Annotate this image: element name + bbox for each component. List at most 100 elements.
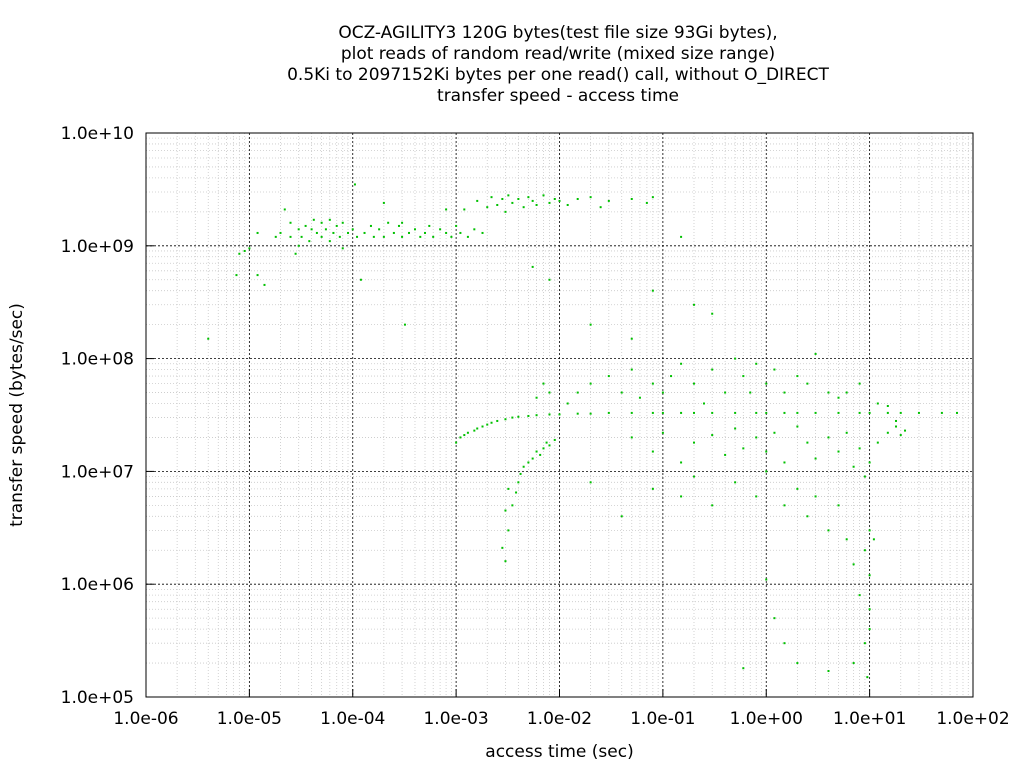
data-point [263, 283, 266, 286]
data-point [378, 228, 381, 231]
data-point [845, 431, 848, 434]
data-point [353, 183, 356, 186]
data-point [845, 391, 848, 394]
data-point [589, 412, 592, 415]
data-point [279, 231, 282, 234]
y-axis-label: transfer speed (bytes/sec) [7, 303, 27, 527]
y-tick-label: 1.0e+05 [61, 688, 134, 708]
data-point [837, 411, 840, 414]
data-point [783, 642, 786, 645]
data-point [289, 235, 292, 238]
data-point [235, 274, 238, 277]
data-point [680, 411, 683, 414]
data-point [328, 240, 331, 243]
data-point [724, 391, 727, 394]
data-point [955, 411, 958, 414]
data-point [341, 221, 344, 224]
data-point [548, 413, 551, 416]
data-point [765, 411, 768, 414]
data-point [535, 414, 538, 417]
data-point [765, 450, 768, 453]
data-point [630, 197, 633, 200]
data-point [320, 221, 323, 224]
data-point [248, 247, 251, 250]
data-point [589, 481, 592, 484]
data-point [473, 429, 476, 432]
data-point [481, 231, 484, 234]
data-point [661, 431, 664, 434]
data-point [407, 231, 410, 234]
x-tick-label: 1.0e+00 [730, 709, 803, 729]
x-tick-label: 1.0e-04 [320, 709, 385, 729]
y-tick-label: 1.0e+07 [61, 462, 134, 482]
data-point [827, 436, 830, 439]
data-point [274, 235, 277, 238]
data-point [558, 413, 561, 416]
data-point [207, 337, 210, 340]
data-point [553, 438, 556, 441]
data-point [535, 396, 538, 399]
data-point [630, 337, 633, 340]
data-point [796, 411, 799, 414]
data-point [294, 252, 297, 255]
data-point [320, 235, 323, 238]
y-tick-label: 1.0e+10 [61, 124, 134, 144]
x-axis-label: access time (sec) [485, 742, 633, 762]
data-point [858, 594, 861, 597]
data-point [511, 201, 514, 204]
title-line-3: 0.5Ki to 2097152Ki bytes per one read() … [287, 65, 829, 85]
data-point [742, 375, 745, 378]
data-point [413, 228, 416, 231]
data-point [289, 221, 292, 224]
data-point [387, 221, 390, 224]
data-point [868, 628, 871, 631]
data-point [899, 411, 902, 414]
data-point [940, 411, 943, 414]
data-point [711, 434, 714, 437]
data-point [796, 375, 799, 378]
data-point [356, 235, 359, 238]
data-point [765, 470, 768, 473]
data-point [783, 391, 786, 394]
x-tick-label: 1.0e-05 [217, 709, 282, 729]
minor-gridlines [146, 133, 973, 697]
data-point [742, 447, 745, 450]
data-point [895, 425, 898, 428]
data-point [620, 515, 623, 518]
data-point [459, 231, 462, 234]
data-point [304, 224, 307, 227]
data-point [382, 201, 385, 204]
data-point [837, 450, 840, 453]
chart-title: OCZ-AGILITY3 120G bytes(test file size 9… [287, 23, 829, 106]
data-point [692, 303, 695, 306]
data-point [852, 662, 855, 665]
data-point [734, 427, 737, 430]
data-point [827, 670, 830, 673]
data-point [535, 203, 538, 206]
data-point [661, 391, 664, 394]
data-point [363, 231, 366, 234]
data-point [511, 504, 514, 507]
data-point [527, 414, 530, 417]
data-point [814, 352, 817, 355]
data-point [814, 495, 817, 498]
data-point [651, 487, 654, 490]
data-point [886, 405, 889, 408]
data-point [481, 425, 484, 428]
data-point [341, 247, 344, 250]
data-point [866, 676, 869, 679]
data-point [459, 436, 462, 439]
data-point [749, 391, 752, 394]
data-point [630, 411, 633, 414]
data-point [392, 231, 395, 234]
x-tick-label: 1.0e-06 [113, 709, 178, 729]
data-point [872, 538, 875, 541]
data-point [651, 382, 654, 385]
data-point [734, 357, 737, 360]
data-point [783, 504, 786, 507]
x-tick-label: 1.0e-03 [423, 709, 488, 729]
data-point [372, 235, 375, 238]
data-point [476, 427, 479, 430]
data-point [283, 208, 286, 211]
